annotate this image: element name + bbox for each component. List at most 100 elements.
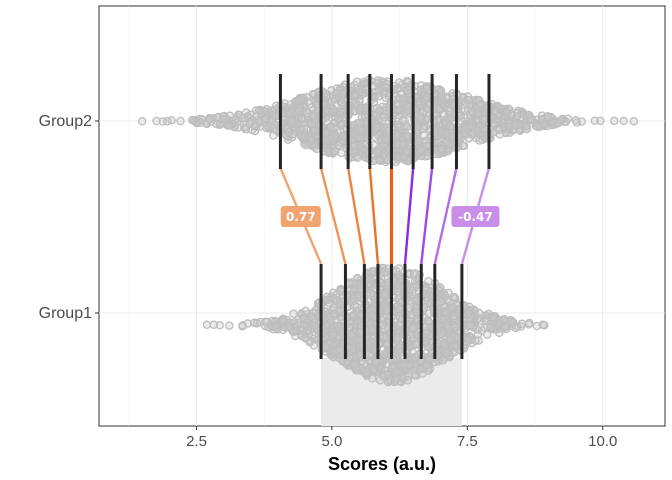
data-point [321, 342, 331, 352]
data-point [449, 348, 459, 357]
data-point [404, 102, 413, 112]
data-point [332, 296, 342, 306]
data-point [577, 117, 586, 126]
data-point [445, 122, 454, 131]
x-tick-label: 10.0 [588, 433, 617, 450]
data-point [357, 112, 367, 122]
data-point [465, 100, 474, 109]
x-tick-label: 7.5 [457, 433, 478, 450]
data-point [241, 125, 251, 134]
data-point [255, 317, 265, 327]
data-point [414, 136, 424, 146]
data-point [368, 365, 378, 375]
data-point [365, 350, 374, 360]
data-point [444, 323, 453, 333]
data-point [225, 111, 235, 120]
data-point [380, 82, 390, 92]
data-point [205, 115, 215, 124]
data-point [353, 153, 362, 162]
data-point [301, 140, 311, 150]
data-point [392, 266, 401, 276]
data-point [269, 131, 278, 140]
x-tick-label: 5.0 [321, 433, 342, 450]
data-point [394, 99, 403, 109]
data-point [391, 158, 400, 167]
data-point [391, 367, 400, 377]
data-point [403, 376, 413, 385]
data-point [380, 135, 390, 145]
data-point [437, 329, 447, 339]
data-point [250, 121, 259, 130]
data-point [553, 119, 563, 128]
data-point [324, 146, 333, 156]
data-point [334, 115, 343, 124]
data-point [540, 119, 549, 128]
data-point [305, 338, 314, 347]
data-point [373, 148, 382, 157]
data-point [400, 152, 409, 162]
data-point [224, 121, 234, 130]
data-point [464, 133, 474, 143]
data-point [412, 314, 422, 323]
data-point [260, 114, 269, 124]
data-point [373, 122, 382, 132]
data-point [619, 116, 628, 126]
data-point [308, 111, 318, 121]
data-point [374, 155, 384, 165]
y-axis-categories: Group2 Group1 [39, 113, 99, 322]
data-point [403, 85, 413, 95]
y-category-label: Group1 [39, 305, 92, 322]
data-point [350, 301, 360, 310]
data-point [355, 349, 364, 359]
data-point [212, 119, 221, 129]
data-point [152, 116, 161, 126]
data-point [335, 345, 345, 354]
data-point [609, 116, 619, 126]
data-point [337, 98, 347, 107]
data-point [350, 141, 360, 151]
data-point [438, 356, 447, 365]
data-point [393, 139, 403, 149]
data-point [326, 123, 335, 132]
data-point [237, 114, 247, 123]
shift-badge-bg [451, 206, 500, 227]
data-point [524, 318, 534, 328]
data-point [245, 119, 255, 129]
data-point [382, 305, 392, 315]
data-point [347, 330, 356, 340]
data-point [292, 326, 301, 335]
data-point [405, 361, 414, 370]
data-point [393, 120, 403, 129]
shift-badge: -0.47 [451, 206, 500, 227]
data-point [379, 268, 389, 277]
data-point [294, 96, 303, 105]
data-point [435, 297, 445, 306]
data-point [400, 116, 409, 125]
data-point [481, 315, 491, 325]
data-point [442, 138, 451, 147]
data-point [521, 122, 531, 131]
data-point [336, 307, 345, 316]
data-point [202, 320, 212, 330]
data-point [137, 117, 147, 126]
data-point [348, 344, 358, 354]
decile-link [368, 167, 380, 265]
data-point [332, 88, 342, 97]
decile-link [433, 167, 458, 265]
data-point [215, 321, 225, 330]
data-point [403, 131, 412, 141]
data-point [331, 316, 340, 325]
decile-bars [278, 74, 491, 359]
data-point [499, 314, 509, 324]
data-point [441, 341, 450, 351]
data-point [394, 78, 404, 87]
data-point [284, 128, 293, 137]
data-point [449, 311, 459, 320]
data-point [349, 360, 359, 370]
data-point [396, 89, 406, 99]
data-point [352, 77, 362, 87]
data-point [436, 128, 446, 137]
shift-badge-bg [280, 206, 321, 227]
data-point [355, 336, 364, 345]
data-point [507, 316, 516, 325]
